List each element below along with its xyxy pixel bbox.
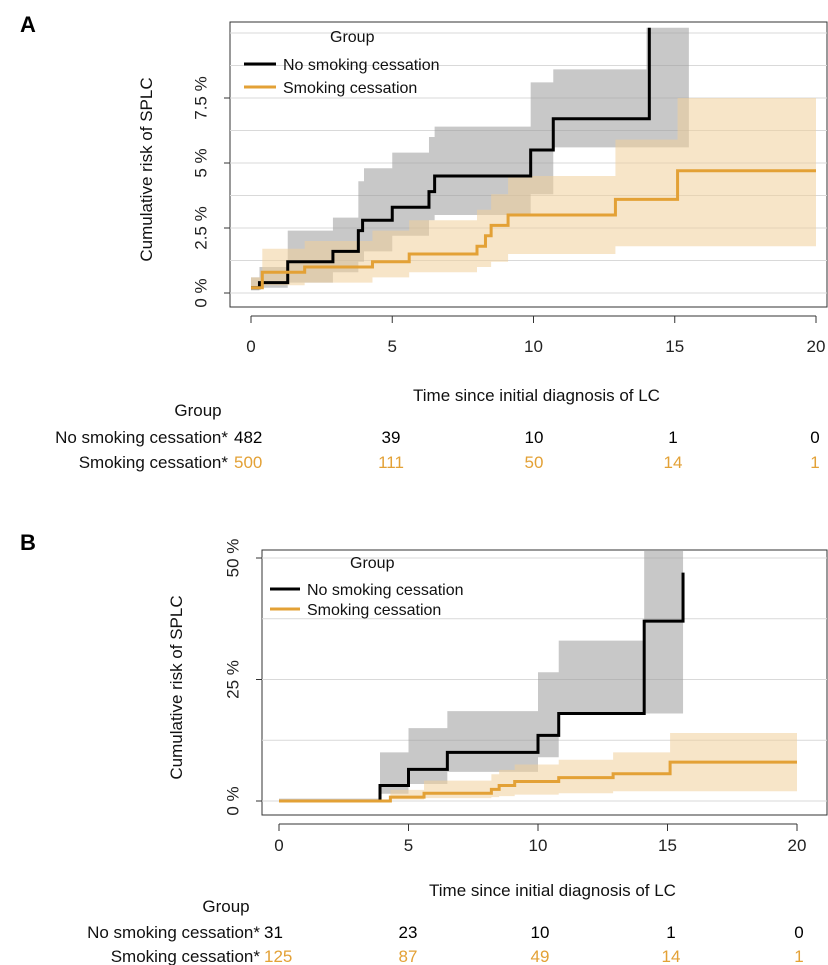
plot-frame [229,21,828,308]
y-tick-label: 2.5 % [191,206,210,249]
risk-table-value: 23 [399,923,418,942]
risk-table-value: 14 [664,453,683,472]
y-tick-label: 7.5 % [191,76,210,119]
y-tick-label: 0 % [191,278,210,307]
risk-table-row-label: No smoking cessation* [55,428,228,447]
legend-entry: No smoking cessation [307,582,464,599]
series-line-smoking-cessation [279,760,797,803]
y-axis-title: Cumulative risk of SPLC [137,77,156,261]
risk-table-title: Group [202,897,249,916]
ci-bands [251,27,816,294]
risk-table-value: 1 [666,923,675,942]
ci-band-smoking-cessation [251,98,816,293]
x-tick-label: 5 [404,836,413,855]
legend: Group No smoking cessation Smoking cessati… [270,555,464,619]
risk-table-value: 14 [662,947,681,965]
y-tick-label: 50 % [223,539,242,578]
y-tick-label: 5 % [191,148,210,177]
risk-table-value: 31 [264,923,283,942]
x-tick-label: 0 [274,836,283,855]
legend-entry: No smoking cessation [283,57,440,74]
legend-title: Group [330,29,375,46]
panel-label: B [20,530,36,555]
legend: Group No smoking cessation Smoking cessati… [244,29,440,97]
risk-table-value: 10 [525,428,544,447]
series-line-smoking-cessation [251,169,816,290]
risk-table-value: 50 [525,453,544,472]
risk-table-value: 0 [794,923,803,942]
x-tick-label: 20 [788,836,807,855]
series-line-no-smoking-cessation [279,572,685,803]
x-tick-label: 10 [524,337,543,356]
risk-table-title: Group [174,401,221,420]
risk-table-row-label: No smoking cessation* [87,923,260,942]
x-axis-title: Time since initial diagnosis of LC [413,386,660,405]
x-tick-label: 15 [658,836,677,855]
risk-table-value: 10 [531,923,550,942]
plot-frame [261,549,828,816]
risk-table-row-label: Smoking cessation* [111,947,261,965]
risk-table-value: 500 [234,453,262,472]
ci-band-smoking-cessation [279,732,797,801]
risk-table-value: 1 [810,453,819,472]
panel-label: A [20,12,36,37]
ci-band-no-smoking-cessation [251,27,689,294]
x-tick-label: 0 [246,337,255,356]
x-tick-label: 10 [529,836,548,855]
x-axis-title: Time since initial diagnosis of LC [429,881,676,900]
risk-table-value: 1 [794,947,803,965]
risk-table-value: 1 [668,428,677,447]
y-axis-title: Cumulative risk of SPLC [167,595,186,779]
x-tick-label: 5 [388,337,397,356]
x-tick-label: 20 [807,337,826,356]
risk-table-value: 0 [810,428,819,447]
risk-table-row-label: Smoking cessation* [79,453,229,472]
legend-title: Group [350,555,395,572]
series-line-no-smoking-cessation [251,27,651,290]
y-tick-label: 0 % [223,786,242,815]
legend-entry: Smoking cessation [283,80,417,97]
risk-table-value: 125 [264,947,292,965]
y-tick-label: 25 % [223,660,242,699]
risk-table-value: 49 [531,947,550,965]
legend-entry: Smoking cessation [307,602,441,619]
risk-table-value: 482 [234,428,262,447]
risk-table-value: 39 [382,428,401,447]
risk-table-value: 87 [399,947,418,965]
x-tick-label: 15 [665,337,684,356]
risk-table-value: 111 [378,453,404,472]
